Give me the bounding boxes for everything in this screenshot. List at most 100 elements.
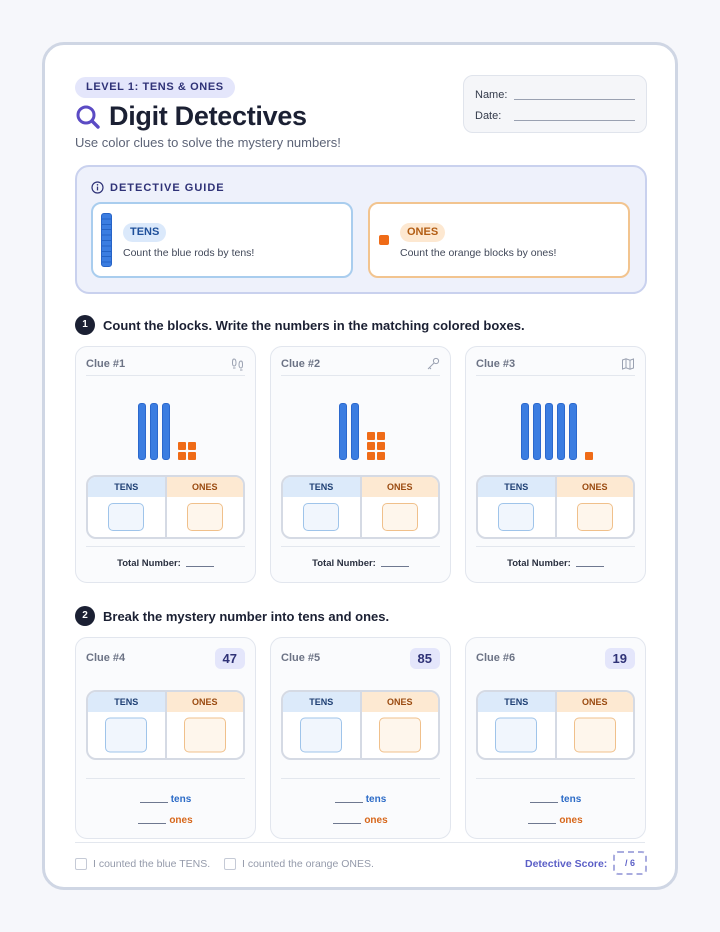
tens-answer-box[interactable] bbox=[300, 717, 343, 753]
checkbox[interactable] bbox=[224, 858, 236, 870]
clue-label: Clue #4 bbox=[86, 652, 126, 664]
tens-rod bbox=[351, 403, 359, 460]
info-icon bbox=[91, 181, 104, 194]
ones-block bbox=[188, 442, 196, 450]
tens-rod bbox=[557, 403, 565, 460]
place-value-table: TENS ONES bbox=[281, 475, 440, 539]
ones-block bbox=[178, 452, 186, 460]
clue-card-4: Clue #4 47 TENS ONES tens ones bbox=[75, 637, 256, 839]
tens-word: tens bbox=[365, 794, 387, 805]
section-1-instruction: Count the blocks. Write the numbers in t… bbox=[103, 317, 525, 333]
ones-block bbox=[377, 432, 385, 440]
score-label: Detective Score: bbox=[525, 858, 608, 870]
ones-blank[interactable] bbox=[528, 823, 557, 824]
tens-rod bbox=[339, 403, 347, 460]
date-field[interactable] bbox=[514, 120, 635, 121]
map-icon bbox=[622, 358, 634, 370]
place-value-table: TENS ONES bbox=[86, 475, 245, 539]
card-divider bbox=[86, 778, 245, 779]
card-divider bbox=[281, 778, 440, 779]
guide-card-tens: TENS Count the blue rods by tens! bbox=[91, 202, 353, 278]
card-divider bbox=[476, 546, 635, 547]
section-2-heading: 2 Break the mystery number into tens and… bbox=[75, 606, 389, 626]
ones-block bbox=[585, 452, 593, 460]
place-value-table: TENS ONES bbox=[476, 475, 635, 539]
clue-label: Clue #3 bbox=[476, 358, 516, 370]
card-divider bbox=[476, 375, 635, 376]
level-badge: LEVEL 1: TENS & ONES bbox=[75, 77, 235, 98]
ones-block-icon bbox=[379, 235, 389, 245]
name-label: Name: bbox=[475, 89, 508, 101]
tens-answer-box[interactable] bbox=[108, 503, 145, 531]
check-ones[interactable]: I counted the orange ONES. bbox=[224, 858, 374, 870]
total-number-line: Total Number: bbox=[76, 558, 255, 569]
card-divider bbox=[476, 778, 635, 779]
ones-word: ones bbox=[559, 815, 583, 826]
tens-header: TENS bbox=[478, 692, 555, 712]
total-blank[interactable] bbox=[575, 566, 604, 567]
tens-header: TENS bbox=[283, 477, 360, 497]
footprints-icon bbox=[231, 358, 244, 371]
ones-answer-box[interactable] bbox=[573, 717, 616, 753]
ones-block bbox=[367, 432, 375, 440]
tens-blank[interactable] bbox=[334, 802, 363, 803]
ones-answer-box[interactable] bbox=[378, 717, 421, 753]
clue-card-2: Clue #2 TENS ONES Total Number: bbox=[270, 346, 451, 583]
mystery-number: 19 bbox=[604, 648, 635, 669]
guide-heading: DETECTIVE GUIDE bbox=[91, 181, 225, 194]
ones-block bbox=[367, 442, 375, 450]
step-number: 1 bbox=[75, 315, 95, 335]
clue-label: Clue #2 bbox=[281, 358, 321, 370]
mystery-number: 47 bbox=[214, 648, 245, 669]
total-label: Total Number: bbox=[507, 558, 571, 569]
total-label: Total Number: bbox=[117, 558, 181, 569]
name-field[interactable] bbox=[514, 99, 635, 100]
tens-header: TENS bbox=[88, 692, 165, 712]
card-divider bbox=[281, 546, 440, 547]
tens-blank[interactable] bbox=[529, 802, 558, 803]
page-subtitle: Use color clues to solve the mystery num… bbox=[75, 135, 341, 150]
tens-header: TENS bbox=[478, 477, 555, 497]
ones-blank[interactable] bbox=[138, 823, 167, 824]
worksheet: LEVEL 1: TENS & ONES Digit Detectives Us… bbox=[42, 42, 678, 890]
step-number: 2 bbox=[75, 606, 95, 626]
ones-header: ONES bbox=[554, 692, 633, 712]
tens-rod bbox=[533, 403, 541, 460]
tens-line: tens bbox=[76, 794, 255, 805]
ones-answer-box[interactable] bbox=[186, 503, 223, 531]
clue-label: Clue #6 bbox=[476, 652, 516, 664]
ones-block bbox=[188, 452, 196, 460]
clue-label: Clue #5 bbox=[281, 652, 321, 664]
ones-header: ONES bbox=[164, 692, 243, 712]
tens-blank[interactable] bbox=[139, 802, 168, 803]
key-icon bbox=[427, 357, 440, 370]
ones-header: ONES bbox=[359, 477, 438, 497]
ones-header: ONES bbox=[164, 477, 243, 497]
ones-answer-box[interactable] bbox=[183, 717, 226, 753]
tens-answer-box[interactable] bbox=[105, 717, 148, 753]
total-blank[interactable] bbox=[185, 566, 214, 567]
ones-header: ONES bbox=[554, 477, 633, 497]
tens-word: tens bbox=[170, 794, 192, 805]
tens-answer-box[interactable] bbox=[495, 717, 538, 753]
tens-answer-box[interactable] bbox=[303, 503, 340, 531]
tens-answer-box[interactable] bbox=[498, 503, 535, 531]
ones-answer-box[interactable] bbox=[381, 503, 418, 531]
card-divider bbox=[86, 375, 245, 376]
place-value-table: TENS ONES bbox=[281, 690, 440, 760]
check-tens[interactable]: I counted the blue TENS. bbox=[75, 858, 210, 870]
ones-answer-box[interactable] bbox=[576, 503, 613, 531]
ones-word: ones bbox=[364, 815, 388, 826]
ones-blank[interactable] bbox=[333, 823, 362, 824]
check-ones-label: I counted the orange ONES. bbox=[242, 858, 374, 870]
tens-rod bbox=[162, 403, 170, 460]
tens-rod bbox=[545, 403, 553, 460]
guide-heading-text: DETECTIVE GUIDE bbox=[110, 181, 225, 194]
ones-block bbox=[377, 452, 385, 460]
tens-rod-icon bbox=[101, 213, 112, 267]
ones-tag: ONES bbox=[400, 223, 446, 242]
tens-line: tens bbox=[271, 794, 450, 805]
checkbox[interactable] bbox=[75, 858, 87, 870]
score-box[interactable]: / 6 bbox=[613, 851, 647, 875]
total-blank[interactable] bbox=[380, 566, 409, 567]
